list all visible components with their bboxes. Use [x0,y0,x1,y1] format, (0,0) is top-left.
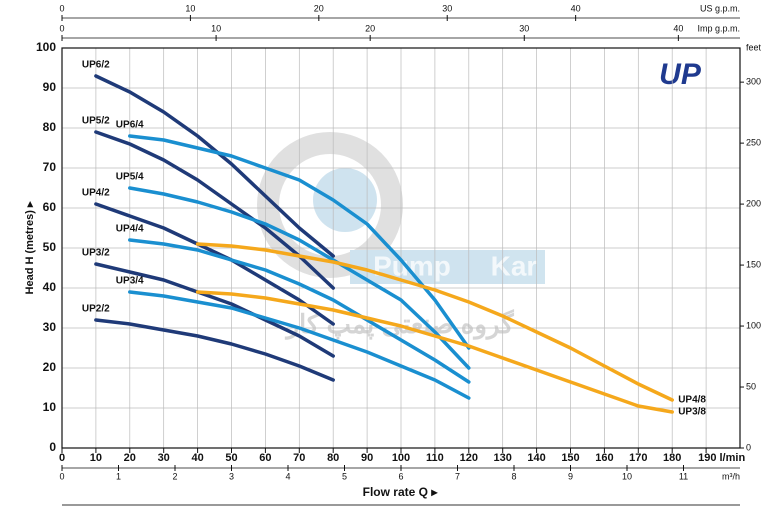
top-tick-label: 20 [314,3,324,13]
series-label: UP6/2 [82,60,110,71]
top-tick-label: 0 [59,23,64,33]
curve [128,290,471,400]
x-tick-label: 130 [494,452,512,464]
y2-tick-label: 200 [746,198,761,208]
top-tick-label: 20 [365,23,375,33]
bottom-axis-label: m³/h [722,471,740,481]
x-tick-label: 0 [59,452,65,464]
bottom-tick-label: 8 [511,471,516,481]
top-tick-label: 40 [571,3,581,13]
curve [128,134,471,350]
x-tick-label: 140 [527,452,545,464]
x-tick-label: 10 [90,452,102,464]
series-label: UP5/2 [82,116,110,127]
x-axis-label: Flow rate Q ▸ [363,485,439,499]
x-tick-label: 110 [426,452,444,464]
series-label: UP2/2 [82,304,110,315]
curve [94,202,335,326]
series-label: UP4/8 [678,395,706,406]
x-tick-label: 50 [225,452,237,464]
y-tick-label: 70 [43,160,57,174]
x-tick-label: 100 [392,452,410,464]
bottom-tick-label: 10 [622,471,632,481]
series-label: UP6/4 [116,120,144,131]
bottom-tick-label: 7 [455,471,460,481]
x-tick-label: 160 [595,452,613,464]
y-tick-label: 20 [43,360,57,374]
bottom-tick-label: 5 [342,471,347,481]
x-tick-label: 190 l/min [698,452,745,464]
bottom-tick-label: 3 [229,471,234,481]
series-label: UP4/2 [82,188,110,199]
x-tick-label: 120 [460,452,478,464]
top-tick-label: 0 [59,3,64,13]
logo: UP [659,58,702,91]
series-label: UP3/4 [116,276,144,287]
x-tick-label: 170 [629,452,647,464]
y-tick-label: 80 [43,120,57,134]
curve [128,186,471,370]
series-label: UP3/8 [678,407,706,418]
top-tick-label: 10 [185,3,195,13]
curve [94,130,335,290]
x-tick-label: 30 [158,452,170,464]
bottom-tick-label: 1 [116,471,121,481]
top-tick-label: 30 [442,3,452,13]
y-tick-label: 40 [43,280,57,294]
x-tick-label: 20 [124,452,136,464]
y-tick-label: 50 [43,240,57,254]
series-label: UP5/4 [116,172,144,183]
plot-frame [61,47,741,449]
y2-tick-label: 100 [746,320,761,330]
x-tick-label: 60 [259,452,271,464]
watermark [257,132,545,284]
bottom-tick-label: 6 [398,471,403,481]
curve [94,262,335,358]
y2-axis-label: feet [746,42,762,52]
x-tick-label: 70 [293,452,305,464]
series-label: UP4/4 [116,224,144,235]
x-tick-label: 150 [561,452,579,464]
x-tick-label: 90 [361,452,373,464]
y-tick-label: 0 [49,440,56,454]
top-tick-label: 10 [211,23,221,33]
y-axis-label: Head H (metres) ▸ [24,201,36,294]
bottom-tick-label: 0 [59,471,64,481]
bottom-tick-label: 2 [172,471,177,481]
x-tick-label: 40 [191,452,203,464]
top-axis-label: Imp g.p.m. [697,23,740,33]
y-tick-label: 90 [43,80,57,94]
y2-tick-label: 50 [746,381,756,391]
bottom-tick-label: 9 [568,471,573,481]
top-axis-label: US g.p.m. [700,3,740,13]
y2-tick-label: 300 [746,77,761,87]
curve [195,290,674,414]
y-tick-label: 100 [36,40,56,54]
y2-tick-label: 150 [746,259,761,269]
bottom-tick-label: 4 [285,471,290,481]
curve [94,74,335,258]
y-tick-label: 30 [43,320,57,334]
curve [195,242,674,402]
y-tick-label: 60 [43,200,57,214]
watermark-text: Kar [491,250,538,281]
y2-tick-label: 0 [746,442,751,452]
y-tick-label: 10 [43,400,57,414]
top-tick-label: 40 [673,23,683,33]
curve [94,318,335,382]
series-label: UP3/2 [82,248,110,259]
x-tick-label: 180 [663,452,681,464]
x-tick-label: 80 [327,452,339,464]
bottom-tick-label: 11 [679,471,688,481]
y2-tick-label: 250 [746,137,761,147]
top-tick-label: 30 [519,23,529,33]
curve [128,238,471,384]
